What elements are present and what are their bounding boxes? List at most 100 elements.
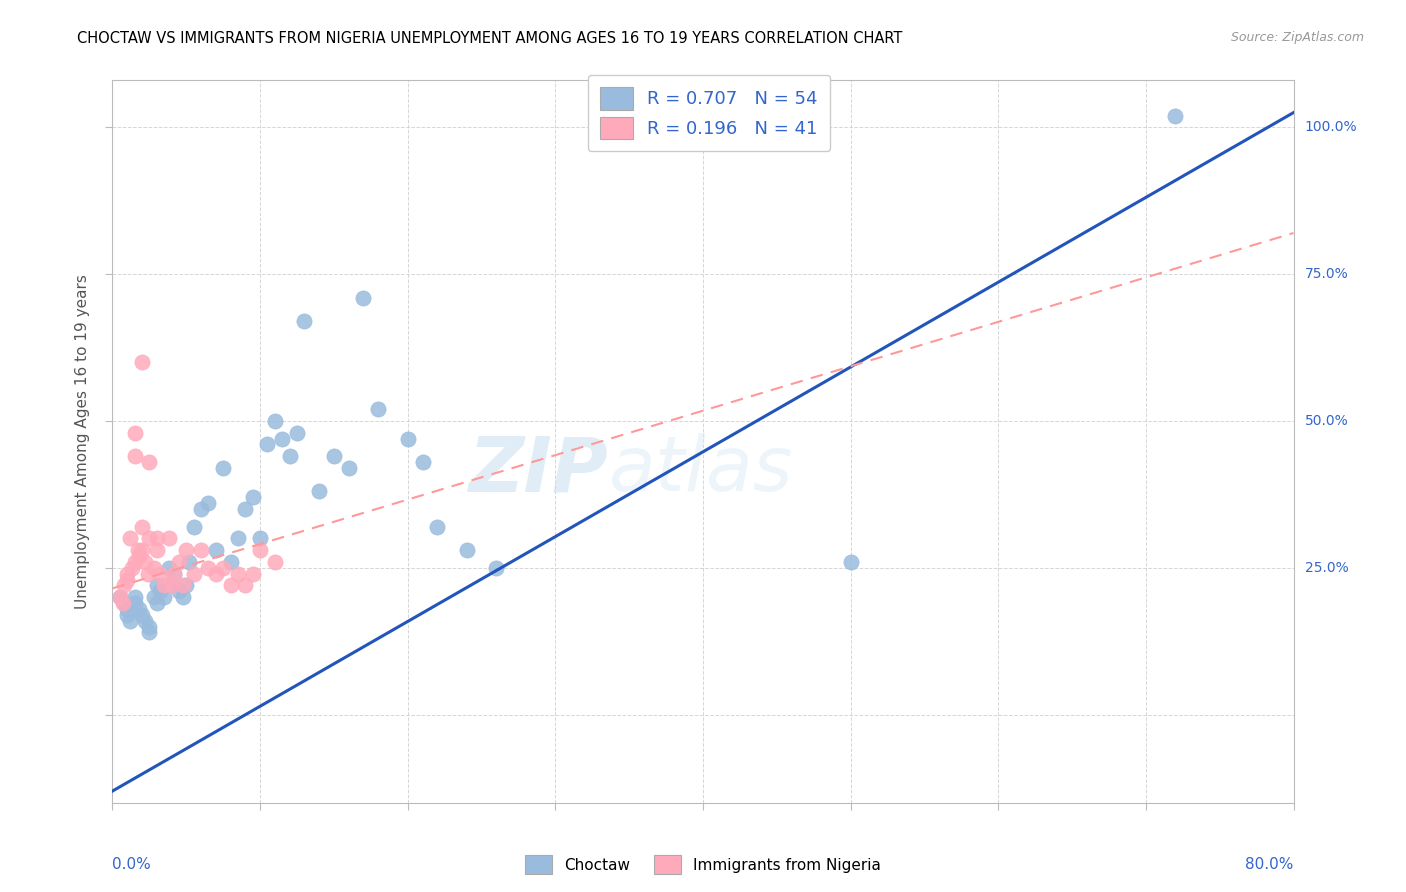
Point: [108, 591, 131, 605]
Point: [278, 449, 301, 463]
Point: [1164, 109, 1187, 123]
Point: [619, 109, 641, 123]
Legend: R = 0.707   N = 54, R = 0.196   N = 41: R = 0.707 N = 54, R = 0.196 N = 41: [588, 75, 831, 152]
Point: [205, 566, 228, 581]
Point: [117, 602, 138, 616]
Point: [124, 591, 146, 605]
Point: [172, 578, 194, 592]
Point: [226, 532, 249, 546]
Point: [669, 109, 692, 123]
Point: [138, 532, 160, 546]
Point: [117, 573, 138, 587]
Point: [411, 455, 433, 469]
Point: [233, 578, 256, 592]
Point: [197, 561, 219, 575]
Point: [264, 555, 287, 569]
Point: [149, 584, 172, 599]
Text: CHOCTAW VS IMMIGRANTS FROM NIGERIA UNEMPLOYMENT AMONG AGES 16 TO 19 YEARS CORREL: CHOCTAW VS IMMIGRANTS FROM NIGERIA UNEMP…: [77, 31, 903, 46]
Point: [249, 543, 271, 558]
Point: [174, 543, 197, 558]
Point: [264, 414, 287, 428]
Point: [142, 591, 165, 605]
Point: [219, 578, 242, 592]
Point: [127, 543, 149, 558]
Point: [167, 555, 190, 569]
Text: 25.0%: 25.0%: [1305, 561, 1348, 574]
Point: [183, 519, 205, 533]
Point: [285, 425, 308, 440]
Point: [271, 432, 294, 446]
Point: [160, 578, 183, 592]
Point: [249, 532, 271, 546]
Point: [131, 355, 153, 369]
Point: [146, 532, 169, 546]
Point: [117, 566, 138, 581]
Point: [120, 614, 142, 628]
Point: [212, 561, 235, 575]
Text: Source: ZipAtlas.com: Source: ZipAtlas.com: [1230, 31, 1364, 45]
Point: [128, 549, 150, 563]
Point: [112, 596, 135, 610]
Point: [138, 625, 160, 640]
Point: [134, 555, 156, 569]
Point: [121, 561, 143, 575]
Point: [111, 596, 134, 610]
Point: [153, 578, 176, 592]
Point: [219, 555, 242, 569]
Text: 0.0%: 0.0%: [112, 857, 152, 872]
Point: [167, 584, 190, 599]
Point: [242, 491, 264, 505]
Point: [197, 496, 219, 510]
Point: [292, 314, 315, 328]
Point: [352, 291, 374, 305]
Text: atlas: atlas: [609, 434, 793, 508]
Point: [163, 566, 186, 581]
Text: ZIP: ZIP: [468, 434, 609, 508]
Text: 100.0%: 100.0%: [1305, 120, 1357, 135]
Point: [179, 555, 201, 569]
Point: [146, 543, 169, 558]
Point: [426, 519, 449, 533]
Point: [190, 543, 212, 558]
Point: [120, 532, 142, 546]
Point: [142, 561, 165, 575]
Point: [367, 402, 389, 417]
Text: 80.0%: 80.0%: [1246, 857, 1294, 872]
Point: [124, 596, 146, 610]
Point: [124, 449, 146, 463]
Point: [308, 484, 330, 499]
Point: [485, 561, 508, 575]
Point: [146, 578, 169, 592]
Point: [124, 425, 146, 440]
Point: [174, 578, 197, 592]
Y-axis label: Unemployment Among Ages 16 to 19 years: Unemployment Among Ages 16 to 19 years: [75, 274, 90, 609]
Point: [108, 591, 131, 605]
Point: [226, 566, 249, 581]
Point: [212, 461, 235, 475]
Point: [190, 502, 212, 516]
Point: [157, 561, 180, 575]
Point: [153, 591, 176, 605]
Point: [233, 502, 256, 516]
Point: [134, 614, 156, 628]
Point: [163, 566, 186, 581]
Point: [242, 566, 264, 581]
Point: [138, 455, 160, 469]
Legend: Choctaw, Immigrants from Nigeria: Choctaw, Immigrants from Nigeria: [519, 849, 887, 880]
Point: [124, 555, 146, 569]
Point: [456, 543, 478, 558]
Point: [131, 519, 153, 533]
Point: [131, 543, 153, 558]
Point: [128, 602, 150, 616]
Point: [157, 532, 180, 546]
Point: [149, 566, 172, 581]
Point: [172, 591, 194, 605]
Point: [323, 449, 346, 463]
Point: [205, 543, 228, 558]
Point: [183, 566, 205, 581]
Point: [839, 555, 862, 569]
Point: [337, 461, 360, 475]
Point: [136, 566, 159, 581]
Text: 75.0%: 75.0%: [1305, 267, 1348, 281]
Point: [112, 578, 135, 592]
